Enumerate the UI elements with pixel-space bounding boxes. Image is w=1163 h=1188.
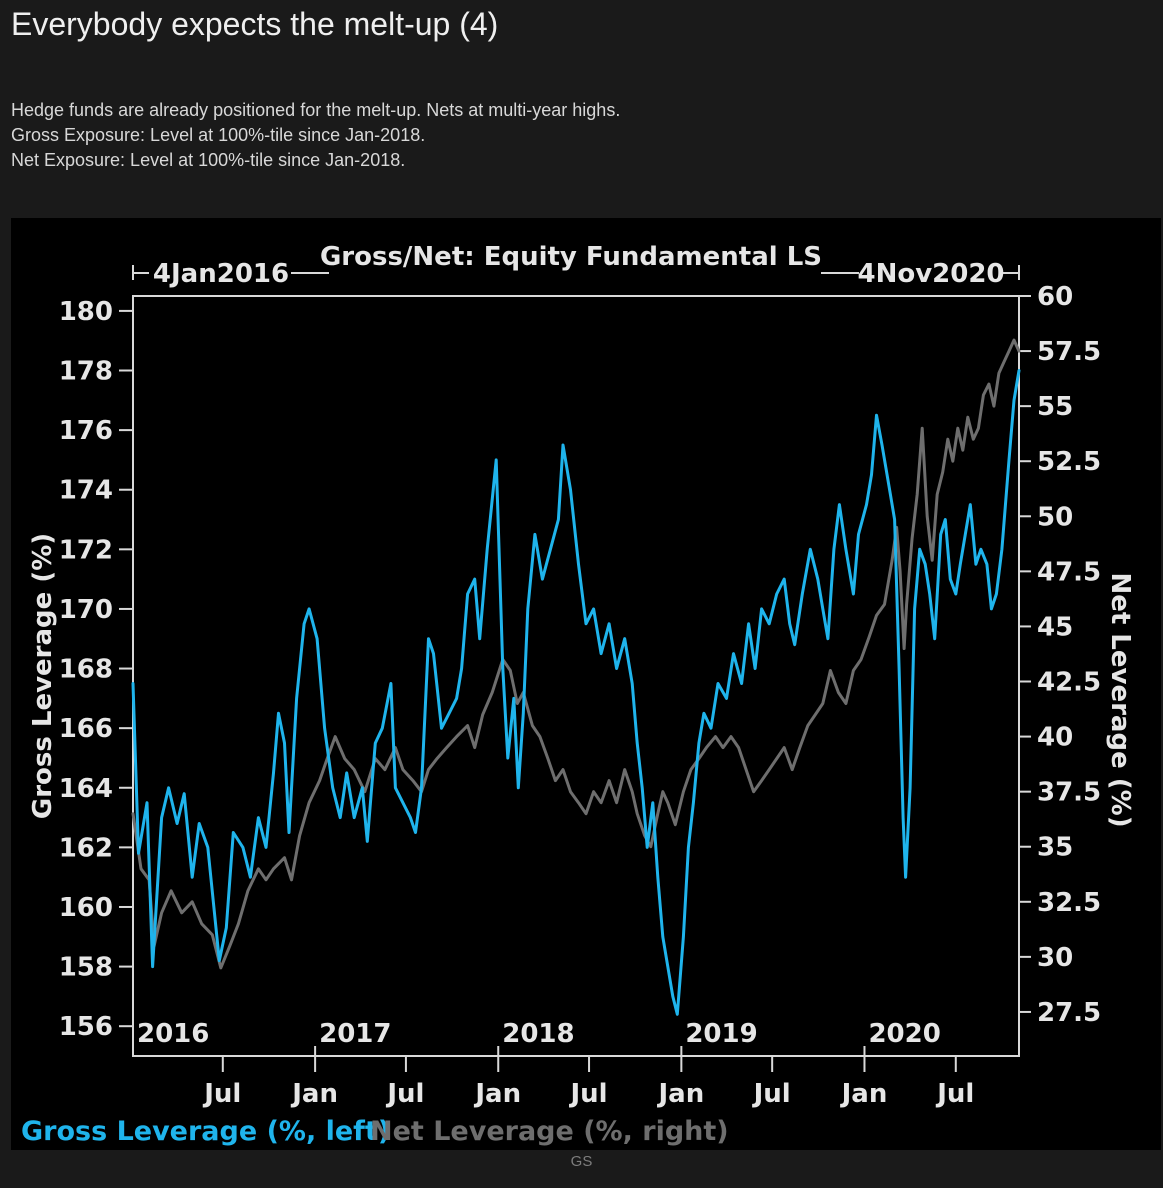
subtitle-line: Hedge funds are already positioned for t… [11,100,621,120]
left-tick-label: 168 [59,655,113,685]
end-date-marker: 4Nov2020 [821,259,1020,289]
left-tick-label: 156 [59,1012,113,1042]
subtitle-block: Hedge funds are already positioned for t… [11,98,620,173]
right-tick-label: 60 [1037,282,1073,312]
right-tick-label: 50 [1037,502,1073,532]
start-date-marker: 4Jan2016 [132,259,329,289]
left-tick-label: 170 [59,595,113,625]
source-credit: GS [570,1153,593,1170]
gross-leverage-line [131,369,1021,1016]
right-tick-label: 47.5 [1037,557,1101,587]
month-label: Jul [752,1079,791,1109]
right-tick-label: 57.5 [1037,337,1101,367]
right-tick-label: 30 [1037,943,1073,973]
month-label: Jan [656,1079,704,1109]
line-chart: Gross/Net: Equity Fundamental LS 4Jan201… [21,242,1135,1147]
right-tick-label: 52.5 [1037,447,1101,477]
month-label: Jul [568,1079,607,1109]
right-y-axis: 27.5 30 32.5 35 37.5 40 42.5 45 47.5 50 52.5 55 57.5… [1019,282,1101,1028]
chart-panel: Gross/Net: Equity Fundamental LS 4Jan201… [11,218,1161,1150]
right-tick-label: 55 [1037,392,1073,422]
month-label: Jan [473,1079,521,1109]
right-tick-label: 40 [1037,723,1073,753]
plot-frame [132,295,1020,1057]
x-axis: 2016 2017 2018 2019 2020 Jul Jan Jul Jan Jul Jan Ju… [137,1019,974,1109]
left-tick-label: 174 [59,476,113,506]
year-label: 2016 [137,1019,209,1049]
left-tick-label: 158 [59,953,113,983]
legend-gross: Gross Leverage (%, left) [21,1116,390,1147]
year-label: 2020 [868,1019,940,1049]
month-label: Jan [840,1079,888,1109]
left-tick-label: 160 [59,893,113,923]
left-tick-label: 162 [59,833,113,863]
month-label: Jul [385,1079,424,1109]
month-label: Jul [935,1079,974,1109]
left-tick-label: 178 [59,357,113,387]
right-tick-label: 27.5 [1037,998,1101,1028]
month-label: Jul [202,1079,241,1109]
subtitle-line: Gross Exposure: Level at 100%-tile since… [11,125,426,145]
year-label: 2018 [502,1019,574,1049]
right-axis-label: Net Leverage (%) [1105,572,1135,827]
right-tick-label: 37.5 [1037,778,1101,808]
left-axis-label: Gross Leverage (%) [28,533,58,819]
left-tick-label: 166 [59,714,113,744]
chart-title: Gross/Net: Equity Fundamental LS [320,242,822,272]
subtitle-line: Net Exposure: Level at 100%-tile since J… [11,150,406,170]
left-tick-label: 180 [59,297,113,327]
legend-net: Net Leverage (%, right) [370,1116,729,1147]
left-tick-label: 164 [59,774,113,804]
left-tick-label: 176 [59,416,113,446]
start-date-label: 4Jan2016 [153,259,289,289]
net-leverage-line [131,338,1021,970]
left-y-axis: 156 158 160 162 164 166 168 170 172 174 176 178 180 [59,297,133,1042]
end-date-label: 4Nov2020 [857,259,1004,289]
right-tick-label: 35 [1037,833,1073,863]
year-label: 2017 [319,1019,391,1049]
left-tick-label: 172 [59,535,113,565]
right-tick-label: 42.5 [1037,668,1101,698]
series-layer [131,338,1021,1016]
right-tick-label: 32.5 [1037,888,1101,918]
month-label: Jan [290,1079,338,1109]
right-tick-label: 45 [1037,612,1073,642]
year-label: 2019 [685,1019,757,1049]
page-title: Everybody expects the melt-up (4) [11,6,499,42]
